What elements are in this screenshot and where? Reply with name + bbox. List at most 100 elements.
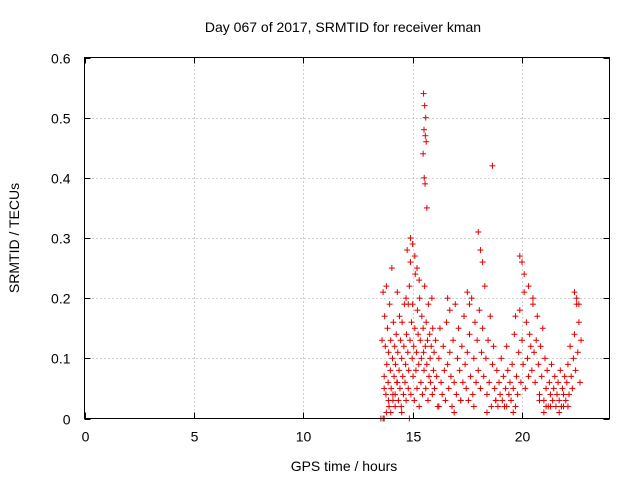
data-point [439, 391, 446, 398]
data-point [386, 403, 392, 410]
data-point [543, 385, 550, 392]
data-point [566, 391, 573, 398]
data-point [477, 385, 484, 392]
data-point [555, 379, 562, 386]
data-point [475, 367, 482, 374]
data-point [424, 337, 431, 344]
data-point [383, 361, 390, 368]
data-point [476, 307, 483, 314]
data-point [570, 355, 577, 362]
data-point [550, 385, 557, 392]
data-point [451, 409, 458, 416]
data-point [403, 397, 410, 404]
data-point [496, 379, 503, 386]
data-point [461, 313, 468, 320]
data-point [382, 343, 389, 350]
data-point [549, 397, 556, 404]
data-point [575, 319, 582, 326]
data-point [455, 325, 462, 332]
data-point [381, 373, 388, 380]
data-point [444, 295, 451, 302]
data-point [446, 307, 453, 314]
data-point [399, 373, 406, 380]
data-point [515, 349, 522, 356]
data-point [453, 391, 460, 398]
data-point [435, 355, 442, 362]
x-axis-label: GPS time / hours [291, 458, 398, 474]
data-point [464, 289, 471, 296]
data-point [396, 367, 403, 374]
data-point [422, 180, 429, 187]
data-point [405, 367, 412, 374]
data-point [422, 132, 429, 139]
data-point [506, 379, 513, 386]
data-point [500, 373, 507, 380]
data-point [407, 337, 413, 344]
data-point [393, 331, 400, 338]
data-point [386, 301, 393, 308]
data-point [404, 349, 411, 356]
data-point [462, 361, 469, 368]
data-point [547, 391, 554, 398]
data-point [397, 337, 404, 344]
data-point [444, 361, 451, 368]
data-point [488, 403, 495, 410]
data-point [544, 367, 551, 374]
y-tick-label: 0.1 [51, 351, 71, 367]
data-point [402, 361, 409, 368]
data-point [548, 361, 555, 368]
data-point [379, 337, 385, 344]
data-point [450, 337, 457, 344]
data-point [468, 295, 475, 302]
data-point [499, 397, 506, 404]
data-point [560, 391, 567, 398]
chart-title: Day 067 of 2017, SRMTID for receiver kma… [205, 19, 481, 35]
data-point [380, 289, 387, 296]
data-point [573, 295, 580, 302]
data-point [445, 385, 452, 392]
data-point [532, 379, 539, 386]
x-tick-label: 20 [515, 429, 531, 445]
data-point [446, 349, 453, 356]
data-point [561, 373, 568, 380]
data-point [385, 397, 392, 404]
data-point [480, 373, 487, 380]
data-point [405, 301, 412, 308]
data-point [578, 337, 585, 344]
data-point [421, 174, 428, 181]
data-point [541, 355, 548, 362]
data-point [534, 313, 541, 320]
data-point [494, 403, 501, 410]
data-point [547, 403, 554, 410]
data-point [390, 319, 397, 326]
data-point [443, 319, 450, 326]
data-point [409, 241, 416, 248]
data-point [392, 403, 399, 410]
data-point [482, 355, 489, 362]
data-point [416, 277, 423, 284]
data-point [449, 403, 455, 410]
data-point [442, 397, 449, 404]
data-point [420, 325, 427, 332]
data-point [433, 373, 440, 380]
data-point [423, 204, 430, 211]
data-point [436, 325, 443, 332]
data-point [519, 337, 525, 344]
data-point [562, 397, 569, 404]
data-point [407, 391, 414, 398]
data-point [510, 409, 517, 416]
data-point [522, 385, 529, 392]
data-point [511, 331, 518, 338]
data-point [403, 295, 410, 302]
data-point [426, 373, 433, 380]
data-point [527, 343, 534, 350]
data-point [422, 114, 429, 121]
x-tick-label: 0 [82, 429, 90, 445]
data-point [383, 283, 390, 290]
data-point [519, 259, 525, 266]
data-point [417, 379, 424, 386]
data-point [398, 409, 405, 416]
data-point [412, 271, 419, 278]
data-point [513, 373, 520, 380]
data-point [457, 397, 464, 404]
